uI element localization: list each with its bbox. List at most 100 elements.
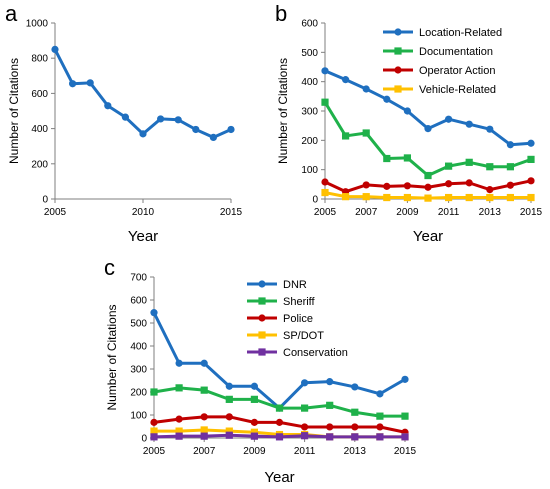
legend-swatch-marker: [258, 280, 266, 288]
data-point: [401, 412, 409, 420]
data-point: [200, 413, 208, 421]
data-point: [424, 171, 432, 180]
data-point: [225, 431, 233, 439]
y-tick-label: 200: [130, 388, 147, 399]
data-point: [175, 432, 183, 440]
x-tick-label: 2005: [44, 207, 67, 218]
data-point: [403, 182, 411, 190]
y-axis-label: Number of Citations: [7, 58, 21, 164]
data-point: [403, 154, 411, 162]
data-point: [250, 428, 258, 436]
data-point: [383, 95, 391, 103]
series-line: [323, 101, 532, 178]
panel-c: c 0 100 200 300 400 500 600 700 2005 2007 2009 2011 2…: [104, 255, 417, 486]
y-tick-label: 600: [31, 89, 48, 100]
data-point: [157, 115, 165, 123]
data-point: [150, 388, 158, 396]
x-tick-label: 2015: [520, 207, 543, 218]
series-conservation: [150, 431, 409, 441]
legend-swatch-marker: [394, 85, 402, 93]
data-point: [465, 158, 473, 166]
data-point: [275, 433, 284, 441]
data-point: [424, 125, 432, 133]
data-point: [150, 418, 158, 426]
y-tick-label: 500: [301, 48, 318, 59]
x-tick-label: 2010: [132, 207, 155, 218]
data-point: [445, 115, 453, 123]
data-point: [321, 188, 329, 197]
data-point: [200, 432, 208, 440]
series-line: [153, 386, 405, 418]
legend-entry-label: Documentation: [419, 46, 493, 58]
data-point: [403, 107, 411, 115]
data-point: [301, 423, 309, 431]
y-tick-label: 300: [301, 107, 318, 118]
data-point: [321, 98, 329, 106]
data-point: [506, 181, 514, 189]
data-point: [225, 395, 233, 403]
x-tick-label: 2015: [394, 446, 417, 457]
x-axis-label: Year: [413, 228, 443, 245]
series-documentation: [321, 98, 535, 180]
panel-letter: b: [275, 1, 287, 26]
data-point: [250, 382, 258, 390]
y-axis-label: Number of Citations: [105, 304, 119, 410]
data-point: [351, 433, 359, 441]
data-point: [403, 193, 411, 202]
y-tick-label: 0: [312, 195, 318, 206]
data-point: [150, 309, 158, 317]
data-point: [86, 79, 94, 87]
data-point: [225, 413, 233, 421]
data-point: [362, 85, 370, 93]
legend-entry-label: Vehicle-Related: [419, 84, 496, 96]
data-point: [527, 177, 535, 185]
y-tick-label: 600: [301, 19, 318, 30]
x-tick-label: 2011: [294, 446, 316, 457]
data-point: [486, 163, 494, 171]
data-point: [301, 379, 309, 387]
data-point: [174, 116, 182, 124]
legend-swatch-marker: [394, 66, 402, 74]
y-tick-label: 800: [31, 54, 48, 65]
y-tick-label: 100: [301, 165, 318, 176]
series-line: [152, 311, 406, 410]
x-tick-label: 2009: [243, 446, 266, 457]
legend-swatch-marker: [394, 28, 402, 36]
data-point: [383, 193, 391, 202]
data-point: [275, 404, 284, 412]
legend-swatch-marker: [394, 47, 402, 55]
data-point: [362, 193, 370, 201]
data-point: [527, 193, 535, 202]
legend-swatch-marker: [258, 348, 266, 356]
panel-letter: a: [5, 1, 18, 26]
y-tick-label: 0: [42, 195, 48, 206]
data-point: [225, 427, 233, 435]
data-point: [175, 384, 183, 392]
data-point: [326, 433, 334, 441]
data-point: [527, 155, 535, 163]
data-point: [506, 141, 514, 149]
data-point: [301, 404, 309, 412]
data-point: [465, 120, 473, 128]
y-tick-label: 100: [130, 411, 147, 422]
panel-b: b 0 100 200 300 400 500 600 2005 2007 2009 2011 2013…: [275, 1, 543, 245]
legend-swatch-marker: [258, 314, 266, 322]
legend-entry-label: Location-Related: [419, 27, 502, 39]
data-point: [342, 76, 350, 84]
data-point: [175, 359, 183, 367]
data-point: [465, 193, 473, 202]
data-point: [376, 433, 384, 441]
data-point: [51, 45, 59, 54]
panel-letter: c: [104, 255, 115, 280]
data-point: [69, 80, 77, 88]
legend-entry-label: Sheriff: [283, 296, 316, 308]
data-point: [250, 418, 258, 426]
data-point: [139, 130, 147, 138]
data-point: [465, 179, 473, 187]
y-tick-label: 0: [141, 434, 147, 445]
data-point: [250, 395, 258, 403]
data-point: [301, 432, 309, 440]
data-point: [175, 427, 183, 435]
data-point: [192, 125, 200, 134]
